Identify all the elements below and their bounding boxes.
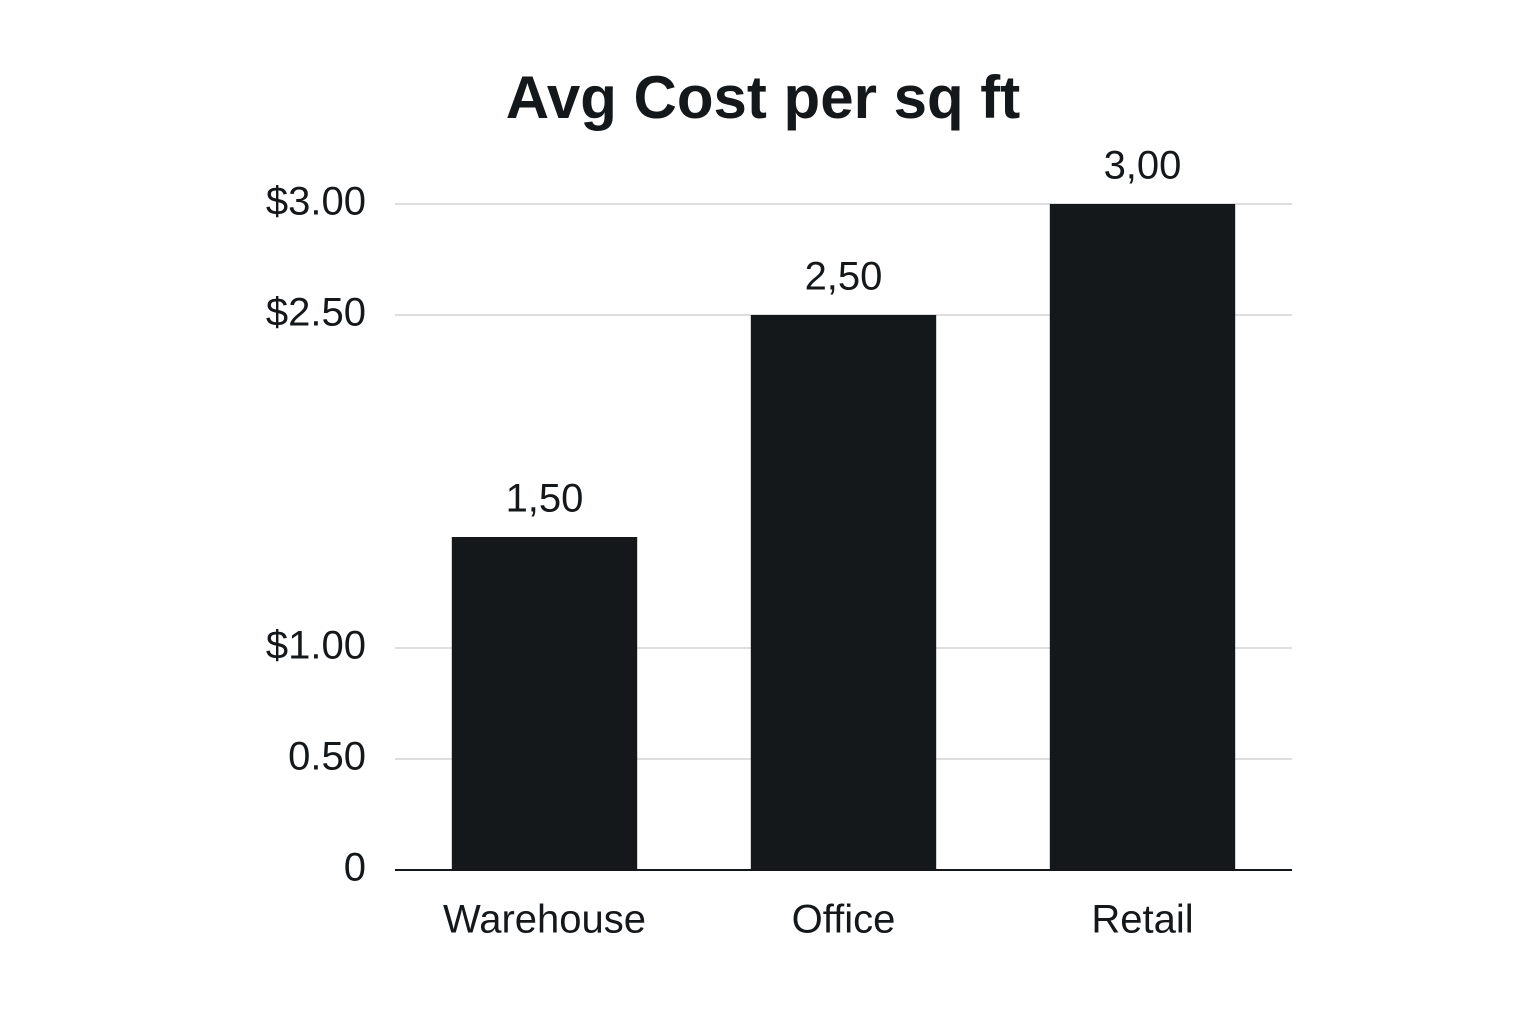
y-tick-label: $3.00 bbox=[266, 180, 366, 224]
y-tick-label: 0 bbox=[344, 846, 366, 890]
bar bbox=[750, 315, 937, 870]
bar bbox=[451, 537, 638, 870]
value-label: 2,50 bbox=[805, 255, 883, 299]
y-tick-label: $2.50 bbox=[266, 291, 366, 335]
x-tick-label: Retail bbox=[1091, 898, 1193, 942]
value-label: 3,00 bbox=[1104, 144, 1182, 188]
bar bbox=[1049, 204, 1236, 870]
x-tick-label: Warehouse bbox=[443, 898, 646, 942]
y-tick-label: $1.00 bbox=[266, 624, 366, 668]
x-tick-label: Office bbox=[792, 898, 896, 942]
chart-title: Avg Cost per sq ft bbox=[506, 64, 1021, 131]
y-tick-label: 0.50 bbox=[288, 735, 366, 779]
value-label: 1,50 bbox=[506, 477, 584, 521]
